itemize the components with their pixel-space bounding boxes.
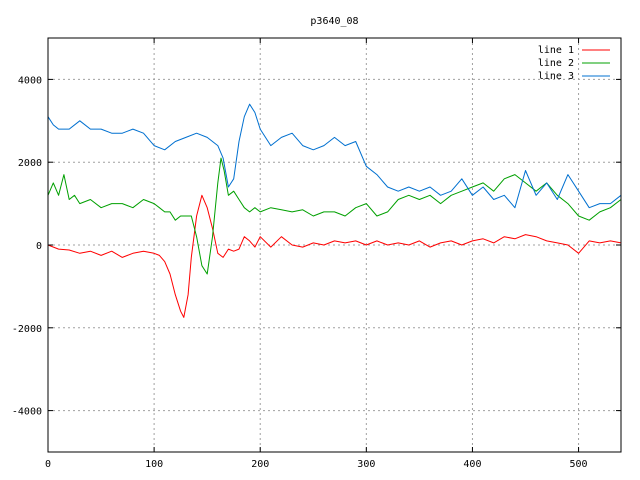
y-tick-label: -2000 bbox=[12, 324, 42, 335]
series-line-3 bbox=[47, 103, 622, 209]
legend-label-1: line 1 bbox=[538, 45, 574, 56]
y-tick-label: 2000 bbox=[18, 158, 42, 169]
grid bbox=[48, 38, 621, 452]
x-tick-label: 100 bbox=[145, 459, 163, 470]
axis-ticks: 0 100 200 300 400 500 -4000 -2000 0 2000 4000 bbox=[12, 38, 621, 470]
y-tick-label: 4000 bbox=[18, 75, 42, 86]
series-line-1 bbox=[47, 194, 622, 318]
y-tick-label: -4000 bbox=[12, 407, 42, 418]
y-tick-label: 0 bbox=[36, 241, 42, 252]
legend-label-2: line 2 bbox=[538, 58, 574, 69]
series-line-2 bbox=[47, 157, 622, 275]
x-tick-label: 300 bbox=[357, 459, 375, 470]
legend-label-3: line 3 bbox=[538, 71, 574, 82]
x-tick-label: 400 bbox=[463, 459, 481, 470]
x-tick-label: 500 bbox=[570, 459, 588, 470]
legend: line 1 line 2 line 3 bbox=[538, 45, 610, 82]
chart-title: p3640_08 bbox=[310, 16, 358, 27]
x-tick-label: 200 bbox=[251, 459, 269, 470]
x-tick-label: 0 bbox=[45, 459, 51, 470]
series-lines bbox=[47, 103, 622, 318]
